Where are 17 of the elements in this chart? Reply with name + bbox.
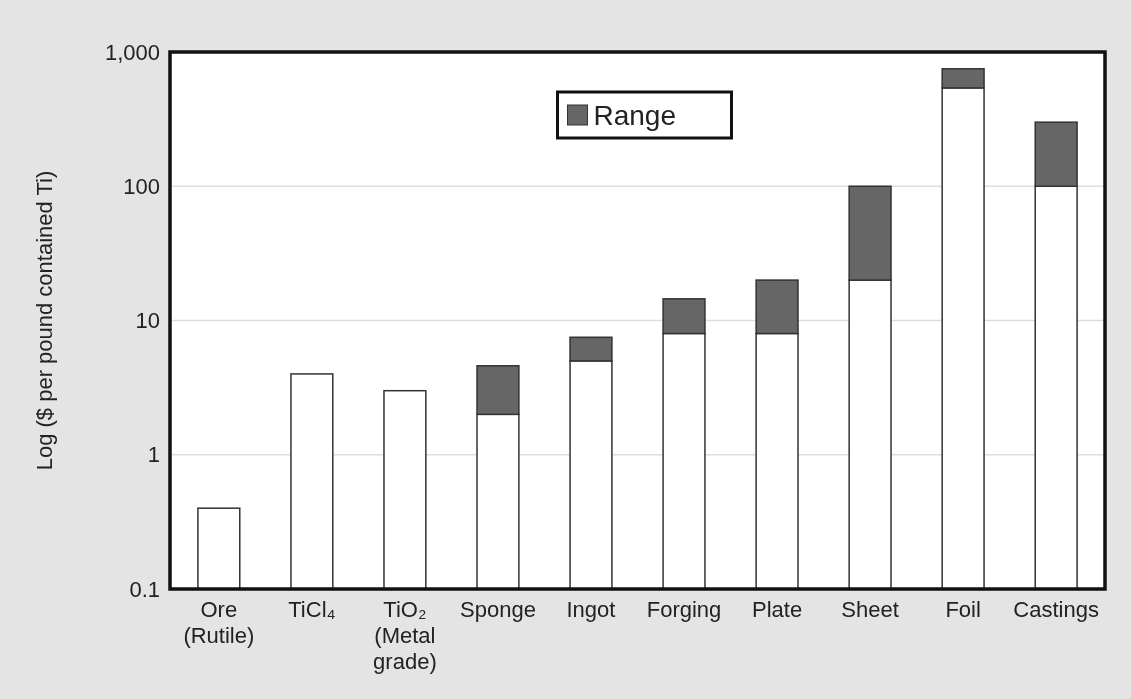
y-tick-label: 1,000 xyxy=(104,39,160,65)
y-tick-label: 10 xyxy=(135,308,160,334)
x-tick-label: Castings xyxy=(1013,597,1099,622)
x-tick-label: Foil xyxy=(945,597,981,622)
x-tick-label: Sponge xyxy=(460,597,536,622)
y-axis-title: Log ($ per pound contained Ti) xyxy=(32,170,57,471)
y-tick-label: 100 xyxy=(123,173,160,199)
x-tick-label: Sheet xyxy=(841,597,899,622)
legend-label: Range xyxy=(593,99,677,131)
x-tick-label: Ingot xyxy=(566,597,616,622)
y-tick-label: 1 xyxy=(147,442,160,468)
y-tick-label: 0.1 xyxy=(129,576,160,602)
x-tick-label: Ore (Rutile) xyxy=(183,597,255,648)
x-tick-label: Plate xyxy=(751,597,803,622)
x-tick-label: TiCl₄ xyxy=(288,597,336,622)
x-tick-label: TiO₂ (Metal grade) xyxy=(373,597,437,674)
x-tick-label: Forging xyxy=(646,597,722,622)
